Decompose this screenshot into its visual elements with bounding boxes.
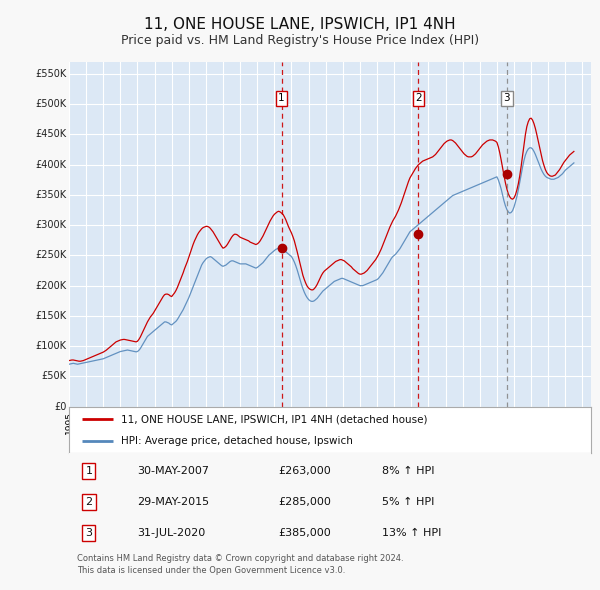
Text: Contains HM Land Registry data © Crown copyright and database right 2024.: Contains HM Land Registry data © Crown c…	[77, 554, 403, 563]
Text: 2: 2	[415, 93, 422, 103]
Text: £50K: £50K	[41, 371, 67, 381]
Text: Price paid vs. HM Land Registry's House Price Index (HPI): Price paid vs. HM Land Registry's House …	[121, 34, 479, 47]
Text: £400K: £400K	[35, 160, 67, 170]
Text: 8% ↑ HPI: 8% ↑ HPI	[382, 466, 434, 476]
Text: 1: 1	[85, 466, 92, 476]
Text: £500K: £500K	[35, 99, 67, 109]
Text: £550K: £550K	[35, 69, 67, 79]
Text: 3: 3	[85, 527, 92, 537]
Text: £300K: £300K	[35, 220, 67, 230]
Text: 11, ONE HOUSE LANE, IPSWICH, IP1 4NH (detached house): 11, ONE HOUSE LANE, IPSWICH, IP1 4NH (de…	[121, 414, 428, 424]
Text: £263,000: £263,000	[278, 466, 331, 476]
Text: £250K: £250K	[35, 250, 67, 260]
Text: 13% ↑ HPI: 13% ↑ HPI	[382, 527, 442, 537]
Text: £200K: £200K	[35, 281, 67, 291]
Text: HPI: Average price, detached house, Ipswich: HPI: Average price, detached house, Ipsw…	[121, 435, 353, 445]
Text: This data is licensed under the Open Government Licence v3.0.: This data is licensed under the Open Gov…	[77, 566, 345, 575]
Text: 11, ONE HOUSE LANE, IPSWICH, IP1 4NH: 11, ONE HOUSE LANE, IPSWICH, IP1 4NH	[144, 17, 456, 31]
Text: £385,000: £385,000	[278, 527, 331, 537]
Text: £450K: £450K	[35, 129, 67, 139]
Text: £285,000: £285,000	[278, 497, 331, 507]
Text: 30-MAY-2007: 30-MAY-2007	[137, 466, 209, 476]
Text: 2: 2	[85, 497, 92, 507]
Text: 29-MAY-2015: 29-MAY-2015	[137, 497, 209, 507]
Text: £100K: £100K	[35, 341, 67, 351]
Text: 31-JUL-2020: 31-JUL-2020	[137, 527, 205, 537]
Text: £350K: £350K	[35, 190, 67, 200]
Text: £150K: £150K	[35, 311, 67, 321]
Text: 3: 3	[503, 93, 510, 103]
Text: 1: 1	[278, 93, 285, 103]
Text: 5% ↑ HPI: 5% ↑ HPI	[382, 497, 434, 507]
Text: £0: £0	[54, 402, 67, 412]
